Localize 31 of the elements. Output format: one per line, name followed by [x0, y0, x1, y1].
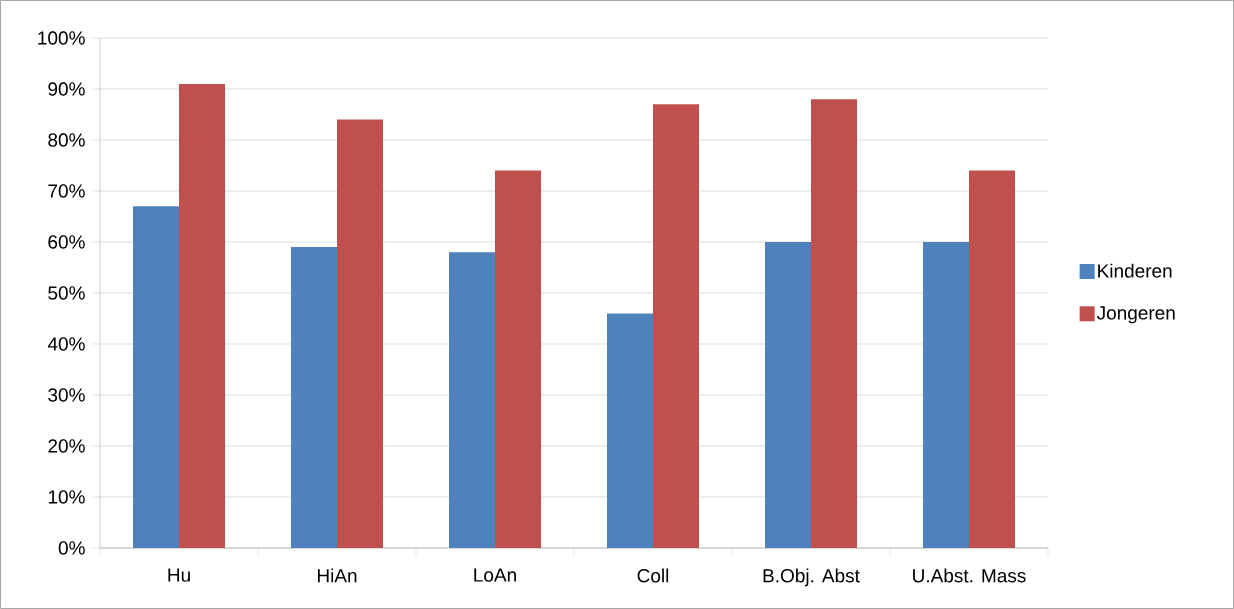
x-tick-label: Coll: [637, 568, 669, 583]
bar: [653, 104, 699, 548]
y-tick-label: 80%: [48, 133, 85, 147]
y-tick-label: 30%: [48, 388, 85, 402]
y-tick-label: 40%: [47, 337, 85, 351]
bar: [291, 247, 338, 548]
y-tick-label: 0%: [58, 541, 85, 555]
bar: [607, 313, 653, 548]
bar: [969, 170, 1015, 548]
legend-label: Kinderen: [1098, 263, 1172, 278]
y-tick-label: 100%: [38, 31, 85, 45]
x-tick-label: LoAn: [474, 568, 516, 582]
x-tick-label: Hu: [168, 568, 190, 582]
y-tick-label: 50%: [48, 286, 85, 300]
legend-label: Jongeren: [1096, 306, 1175, 324]
x-tick-label: HiAn: [317, 568, 357, 583]
y-tick-label: 20%: [48, 439, 85, 453]
bar: [337, 119, 384, 548]
y-tick-label: 90%: [48, 82, 85, 96]
bar: [179, 83, 226, 548]
y-tick-label: 60%: [48, 235, 85, 249]
bar: [495, 170, 541, 548]
bar: [765, 241, 811, 548]
bar: [811, 99, 857, 548]
y-tick-label: 10%: [48, 490, 85, 504]
x-tick-label: U.Abst. Mass: [913, 568, 1026, 583]
bar: [133, 206, 180, 548]
bar: [449, 252, 495, 548]
x-tick-label: B.Obj. Abst: [763, 568, 860, 587]
y-tick-label: 70%: [48, 184, 85, 198]
bar: [923, 241, 969, 548]
